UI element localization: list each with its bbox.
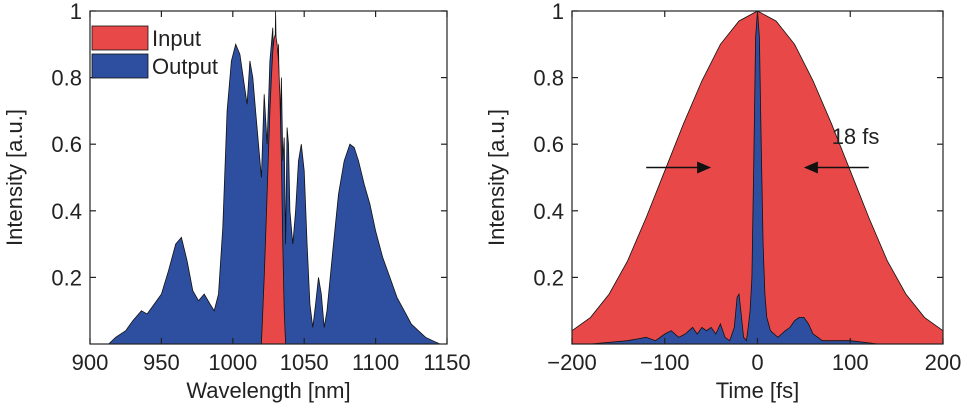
- x-tick-label: 1000: [208, 350, 257, 375]
- x-axis-label: Time [fs]: [716, 378, 800, 403]
- x-tick-label: 0: [751, 350, 763, 375]
- x-tick-label: 200: [925, 350, 962, 375]
- temporal-panel: −200 −100 0 100 200 0.2 0.4 0.6 0.8 1 Time [fs] Int…: [484, 0, 961, 403]
- y-tick-label: 0.4: [533, 199, 564, 224]
- x-tick-label: 1100: [352, 350, 399, 375]
- y-tick-label: 0.6: [51, 132, 82, 157]
- x-tick-label: −200: [547, 350, 597, 375]
- plot-frame: [89, 10, 448, 345]
- y-axis-label: Intensity [a.u.]: [484, 109, 509, 246]
- x-tick-label: 900: [72, 350, 109, 375]
- y-tick-label: 0.2: [51, 265, 82, 290]
- y-tick-label: 0.8: [51, 66, 82, 91]
- series-input-area: [260, 32, 287, 345]
- y-axis-label: Intensity [a.u.]: [2, 109, 27, 246]
- y-tick-label: 1: [70, 0, 82, 24]
- legend-label-output: Output: [152, 54, 218, 79]
- left-arrow-head: [697, 161, 712, 174]
- legend: Input Output: [91, 25, 218, 79]
- x-tick-label: −100: [640, 350, 690, 375]
- series-output-area: [590, 10, 925, 345]
- y-tick-label: 0.8: [533, 66, 564, 91]
- x-tick-label: 100: [832, 350, 869, 375]
- legend-swatch-input: [91, 25, 149, 51]
- x-tick-label: 950: [143, 350, 180, 375]
- x-tick-label: 1050: [280, 350, 329, 375]
- legend-label-input: Input: [152, 26, 201, 51]
- legend-swatch-output: [91, 53, 149, 79]
- right-arrow-head: [803, 161, 818, 174]
- spectrum-panel: 900 950 1000 1050 1100 1150 0.2 0.4 0.6 0.8 1 Wavel…: [2, 0, 471, 403]
- x-tick-label: 1150: [423, 350, 470, 375]
- x-axis-label: Wavelength [nm]: [186, 378, 350, 403]
- y-tick-label: 0.6: [533, 132, 564, 157]
- y-tick-label: 0.2: [533, 265, 564, 290]
- fwhm-annotation: 18 fs: [832, 124, 880, 149]
- y-tick-label: 0.4: [51, 199, 82, 224]
- y-tick-label: 1: [552, 0, 564, 24]
